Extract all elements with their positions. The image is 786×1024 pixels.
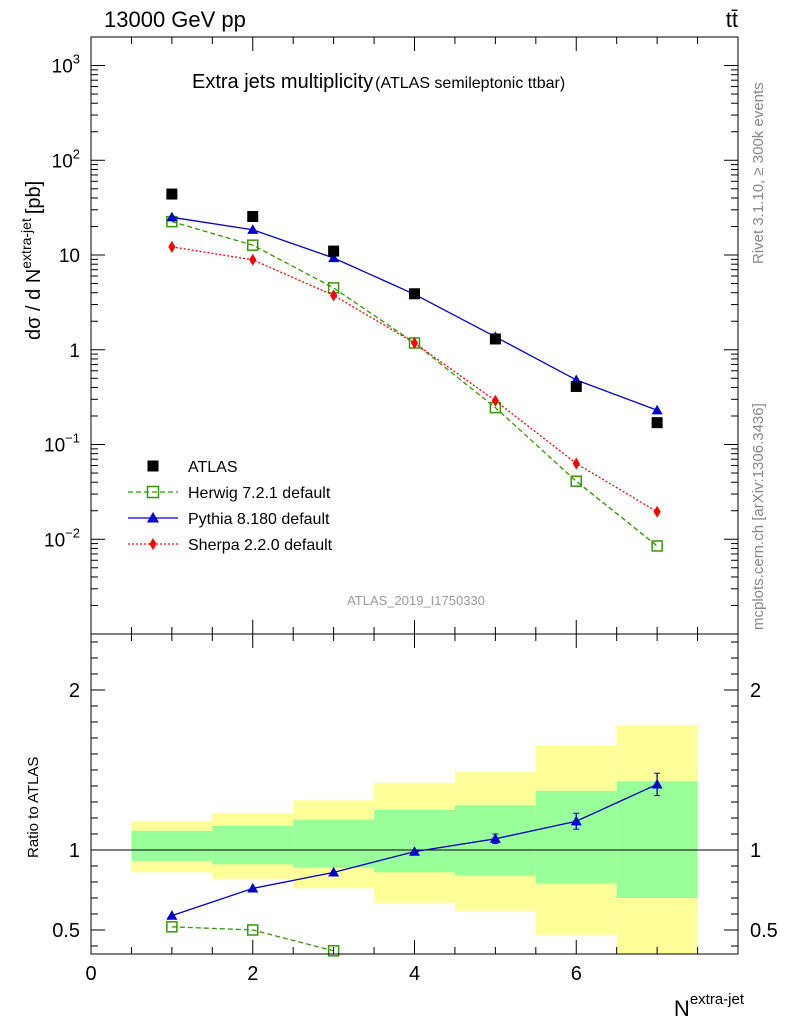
chart-title-main: Extra jets multiplicity (192, 71, 373, 93)
ratio-data-point (409, 846, 420, 856)
data-point (491, 394, 499, 407)
series-line (171, 246, 658, 513)
legend-label: Pythia 8.180 default (188, 511, 330, 528)
mcplots-label: mcplots.cern.ch [arXiv:1306.3436] (750, 403, 767, 630)
ratio-data-point (247, 924, 259, 936)
x-tick-label: 4 (409, 963, 420, 985)
legend-marker (147, 460, 159, 472)
data-point (328, 245, 340, 257)
y-tick-label: 103 (52, 52, 80, 78)
legend-label: Sherpa 2.2.0 default (188, 537, 333, 554)
series-line (171, 216, 658, 411)
data-point (247, 210, 259, 222)
data-point (410, 336, 419, 349)
data-point (651, 404, 663, 415)
y-tick-label-exp: −2 (65, 525, 80, 540)
data-point (247, 224, 259, 234)
y-tick-label-base: 10 (52, 57, 73, 78)
process-label: tt̄ (726, 7, 738, 32)
data-point (570, 475, 582, 487)
data-point (166, 211, 178, 222)
uncertainty-band-green (374, 810, 455, 873)
y-label-prefix: dσ / d N (23, 269, 45, 340)
data-point (409, 288, 420, 300)
x-tick-label: 0 (85, 963, 96, 985)
data-point (489, 333, 501, 345)
ratio-y-tick-label-right: 0.5 (750, 920, 778, 942)
data-point (247, 239, 259, 251)
x-tick-label: 6 (571, 963, 582, 985)
ratio-data-point (166, 921, 178, 933)
main-y-axis-label: dσ / d Nextra-jet [pb] (18, 181, 45, 340)
ratio-y-tick-label-left: 2 (69, 680, 80, 702)
data-point (572, 457, 580, 470)
uncertainty-band-green (212, 826, 294, 865)
ratio-data-point (327, 945, 340, 957)
y-tick-label: 10−2 (44, 525, 80, 551)
data-point (651, 540, 663, 552)
uncertainty-band-green (535, 790, 617, 884)
ratio-data-point (328, 866, 340, 877)
chart-subtitle: (ATLAS semileptonic ttbar) (375, 75, 565, 92)
ratio-y-tick-label-right: 1 (750, 840, 761, 862)
chart-title: Extra jets multiplicity (ATLAS semilepton… (192, 71, 565, 93)
uncertainty-band-green (293, 819, 375, 868)
y-tick-label-exp: 3 (73, 52, 80, 67)
y-label-sup: extra-jet (18, 218, 34, 269)
data-point (651, 417, 663, 429)
analysis-label: ATLAS_2019_I1750330 (347, 593, 485, 608)
data-point (653, 505, 661, 518)
y-tick-label-base: 10 (52, 151, 73, 172)
legend-marker (147, 512, 159, 523)
legend-marker (149, 538, 157, 550)
data-point (166, 188, 178, 200)
data-point (328, 252, 340, 263)
rivet-label: Rivet 3.1.10, ≥ 300k events (750, 82, 767, 264)
y-tick-label: 10−1 (44, 431, 80, 457)
y-tick-label-base: 10 (44, 436, 65, 457)
x-label-sup: extra-jet (690, 991, 745, 1008)
ratio-y-axis-label: Ratio to ATLAS (25, 757, 42, 858)
uncertainty-band-green (616, 781, 698, 898)
y-tick-label-base: 10 (44, 530, 65, 551)
ratio-data-point (651, 778, 663, 789)
ratio-y-tick-label-right: 2 (750, 680, 761, 702)
data-point (249, 253, 257, 266)
ratio-data-point (166, 910, 178, 920)
x-axis-label: Nextra-jet (674, 991, 745, 1021)
legend-label: ATLAS (188, 459, 238, 476)
y-tick-label-exp: 2 (73, 146, 80, 161)
ratio-y-tick-label-left: 0.5 (52, 920, 80, 942)
y-tick-label-base: 10 (59, 246, 80, 267)
data-point (330, 289, 338, 302)
data-point (570, 380, 582, 392)
x-label-base: N (674, 996, 690, 1021)
ratio-series-line (171, 926, 334, 952)
data-point (168, 240, 176, 253)
ratio-y-tick-label-left: 1 (69, 840, 80, 862)
y-label-suffix: [pb] (23, 181, 45, 214)
uncertainty-band-green (131, 830, 213, 862)
legend: ATLAS Herwig 7.2.1 default Pythia 8.180 de… (128, 459, 333, 554)
ratio-data-point (570, 815, 582, 826)
ratio-data-point (489, 833, 501, 843)
energy-label: 13000 GeV pp (104, 7, 246, 32)
y-tick-label-base: 1 (69, 341, 80, 362)
ratio-data-point (247, 882, 259, 893)
y-tick-label: 102 (52, 146, 80, 172)
x-tick-label: 2 (247, 963, 258, 985)
y-tick-label: 1 (69, 341, 80, 362)
legend-marker (146, 485, 160, 499)
y-tick-label: 10 (59, 246, 80, 267)
legend-label: Herwig 7.2.1 default (188, 485, 331, 502)
y-tick-label-exp: −1 (65, 431, 80, 446)
